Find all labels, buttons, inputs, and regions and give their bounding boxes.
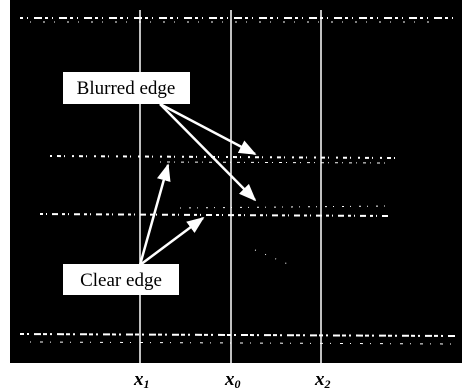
position-subscript: 1 [144, 377, 150, 391]
annotation: Blurred edge [77, 78, 176, 99]
position-subscript: 2 [324, 377, 331, 391]
position-letter: x [224, 369, 235, 390]
position-label: x0 [224, 369, 241, 391]
figure: Blurred edge Clear edge x1x0x2 [0, 0, 463, 391]
page: Blurred edge Clear edge x1x0x2 (() => { … [0, 0, 463, 391]
position-letter: x [314, 369, 325, 390]
position-letter: x [133, 369, 144, 390]
position-subscript: 0 [235, 377, 241, 391]
position-label: x2 [314, 369, 331, 391]
annotation: Clear edge [80, 270, 162, 291]
position-label: x1 [133, 369, 150, 391]
